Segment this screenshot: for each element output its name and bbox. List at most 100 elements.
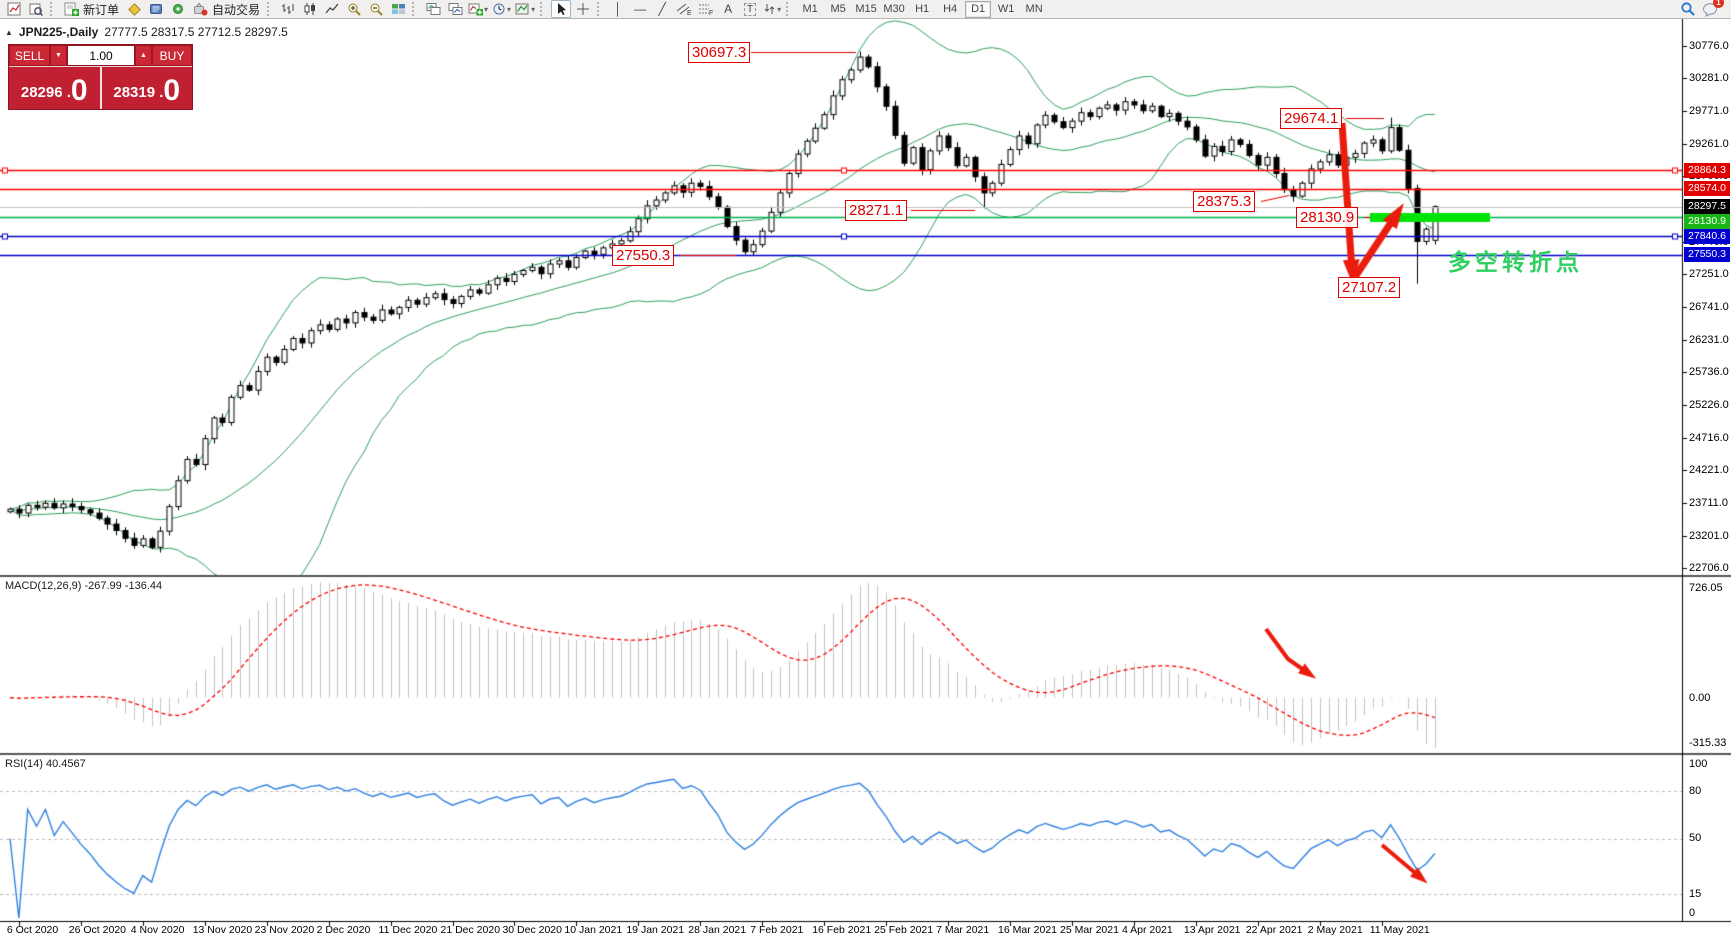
autotrading-label[interactable]: 自动交易 bbox=[212, 2, 261, 17]
toolbar-grip bbox=[540, 2, 547, 16]
chart-window: ▲ JPN225-,Daily 27777.5 28317.5 27712.5 … bbox=[0, 19, 1731, 939]
add-indicator-icon[interactable]: ▾ bbox=[467, 0, 489, 18]
timeframe-H1[interactable]: H1 bbox=[915, 3, 930, 15]
price-axis-tick: 26741.0 bbox=[1689, 301, 1729, 314]
search-icon[interactable] bbox=[1678, 0, 1698, 18]
chat-icon[interactable]: 1 bbox=[1700, 0, 1724, 18]
price-callout-27550[interactable]: 27550.3 bbox=[612, 245, 675, 266]
price-axis-tick: 25226.0 bbox=[1689, 399, 1729, 412]
equidistant-channel-tool-icon[interactable]: E bbox=[674, 0, 694, 18]
cascade-windows-icon[interactable] bbox=[445, 0, 465, 18]
chart-canvas[interactable] bbox=[0, 19, 1731, 939]
volume-increase-stepper[interactable]: ▲ bbox=[135, 45, 152, 66]
svg-text:F: F bbox=[709, 10, 713, 16]
vertical-line-tool-icon[interactable]: │ bbox=[614, 2, 622, 16]
arrange-windows-icon[interactable] bbox=[423, 0, 443, 18]
price-axis-tick: 22706.0 bbox=[1689, 562, 1729, 575]
price-axis-tick: 29261.0 bbox=[1689, 138, 1729, 151]
crosshair-tool-icon[interactable] bbox=[573, 0, 593, 18]
text-tool-icon[interactable]: A bbox=[724, 2, 733, 16]
trendline-tool-icon[interactable]: ╱ bbox=[658, 2, 666, 16]
price-callout-28130[interactable]: 28130.9 bbox=[1296, 207, 1359, 228]
terminal-icon[interactable] bbox=[146, 0, 166, 18]
buy-price-main: 28319 . bbox=[113, 84, 164, 101]
volume-input[interactable] bbox=[67, 45, 135, 66]
date-axis-label: 19 Jan 2021 bbox=[626, 924, 685, 936]
timeframe-H4[interactable]: H4 bbox=[943, 3, 958, 15]
line-chart-icon[interactable] bbox=[322, 0, 342, 18]
profiles-icon[interactable] bbox=[26, 0, 46, 18]
timeframe-group: M1 M5 M15 M30 H1 H4 D1 W1 MN bbox=[796, 0, 1048, 18]
template-icon[interactable]: ▾ bbox=[514, 0, 536, 18]
price-callout-29674[interactable]: 29674.1 bbox=[1280, 108, 1343, 129]
sell-button[interactable]: SELL bbox=[9, 45, 50, 66]
text-label-tool-icon[interactable]: T bbox=[740, 0, 760, 18]
price-callout-27107[interactable]: 27107.2 bbox=[1338, 277, 1401, 298]
horizontal-line-tool-icon[interactable]: — bbox=[634, 2, 647, 16]
zoom-in-icon[interactable] bbox=[344, 0, 364, 18]
price-axis-tick: 30776.0 bbox=[1689, 40, 1729, 53]
bar-chart-icon[interactable] bbox=[278, 0, 298, 18]
price-callout-28375[interactable]: 28375.3 bbox=[1193, 191, 1256, 212]
main-toolbar: 新订单 自动交易 ▾ ▾ ▾ │ — ╱ E F A T ▾ bbox=[0, 0, 1731, 19]
date-axis-label: 2 May 2021 bbox=[1307, 924, 1363, 936]
rsi-axis-tick: 50 bbox=[1689, 832, 1702, 844]
rsi-indicator-label: RSI(14) 40.4567 bbox=[5, 758, 86, 770]
price-callout-28271[interactable]: 28271.1 bbox=[845, 200, 908, 221]
sell-price-pips: 0 bbox=[70, 74, 88, 107]
sell-price[interactable]: 28296 . 0 bbox=[9, 67, 100, 109]
timeframe-MN[interactable]: MN bbox=[1025, 3, 1043, 15]
date-axis-label: 4 Apr 2021 bbox=[1121, 924, 1173, 936]
rsi-axis-tick: 100 bbox=[1689, 758, 1708, 770]
one-click-trading-panel: SELL ▼ ▲ BUY 28296 . 0 28319 . 0 bbox=[8, 44, 193, 110]
rsi-axis-tick: 0 bbox=[1689, 907, 1696, 919]
metaeditor-icon[interactable] bbox=[124, 0, 144, 18]
zoom-out-icon[interactable] bbox=[366, 0, 386, 18]
date-axis-label: 11 May 2021 bbox=[1369, 924, 1430, 936]
rsi-axis-tick: 80 bbox=[1689, 785, 1702, 797]
date-axis-label: 26 Oct 2020 bbox=[68, 924, 127, 936]
candlestick-chart-icon[interactable] bbox=[300, 0, 320, 18]
timeframe-M5[interactable]: M5 bbox=[830, 3, 846, 15]
price-divider bbox=[99, 67, 102, 109]
new-chart-icon[interactable] bbox=[4, 0, 24, 18]
timeframe-M30[interactable]: M30 bbox=[883, 3, 905, 15]
date-axis-label: 13 Nov 2020 bbox=[192, 924, 253, 936]
timeframe-D1[interactable]: D1 bbox=[965, 0, 992, 18]
price-axis-chip: 27550.3 bbox=[1684, 247, 1730, 263]
timeframe-W1[interactable]: W1 bbox=[997, 3, 1015, 15]
timeframe-M15[interactable]: M15 bbox=[855, 3, 877, 15]
shapes-tool-icon[interactable]: ▾ bbox=[762, 0, 782, 18]
buy-button[interactable]: BUY bbox=[152, 45, 192, 66]
timeframe-M1[interactable]: M1 bbox=[802, 3, 818, 15]
date-axis-label: 7 Feb 2021 bbox=[750, 924, 804, 936]
collapse-icon[interactable]: ▲ bbox=[5, 27, 13, 37]
tile-windows-icon[interactable] bbox=[388, 0, 408, 18]
buy-price-pips: 0 bbox=[163, 74, 181, 107]
cursor-tool-icon[interactable] bbox=[551, 0, 572, 18]
price-callout-30697[interactable]: 30697.3 bbox=[688, 42, 751, 63]
buy-price[interactable]: 28319 . 0 bbox=[101, 67, 192, 109]
toolbar-grip bbox=[267, 2, 274, 16]
price-axis-chip: 28297.5 bbox=[1684, 199, 1730, 215]
signals-icon[interactable] bbox=[168, 0, 188, 18]
macd-indicator-label: MACD(12,26,9) -267.99 -136.44 bbox=[5, 580, 163, 592]
price-axis-tick: 27251.0 bbox=[1689, 268, 1729, 281]
new-order-icon[interactable] bbox=[61, 0, 81, 18]
sell-price-main: 28296 . bbox=[20, 84, 71, 101]
new-order-label[interactable]: 新订单 bbox=[83, 2, 120, 17]
fibonacci-tool-icon[interactable]: F bbox=[696, 0, 716, 18]
turning-point-note[interactable]: 多空转折点 bbox=[1448, 249, 1583, 275]
price-axis-tick: 24716.0 bbox=[1689, 432, 1729, 445]
ohlc-values: 27777.5 28317.5 27712.5 28297.5 bbox=[104, 25, 288, 39]
price-axis-tick: 24221.0 bbox=[1689, 464, 1729, 477]
autotrading-icon[interactable] bbox=[190, 0, 210, 18]
symbol-title: JPN225-,Daily bbox=[18, 25, 99, 39]
rsi-axis-tick: 15 bbox=[1689, 888, 1702, 900]
date-axis-label: 28 Jan 2021 bbox=[688, 924, 747, 936]
volume-decrease-stepper[interactable]: ▼ bbox=[50, 45, 67, 66]
periods-clock-icon[interactable]: ▾ bbox=[491, 0, 512, 18]
date-axis-label: 22 Apr 2021 bbox=[1245, 924, 1303, 936]
macd-axis-tick: 726.05 bbox=[1689, 582, 1723, 594]
date-axis-label: 10 Jan 2021 bbox=[564, 924, 623, 936]
